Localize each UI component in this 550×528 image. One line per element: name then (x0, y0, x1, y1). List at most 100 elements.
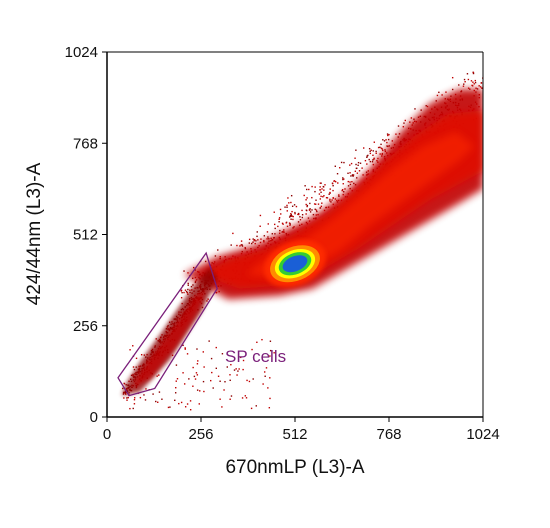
event-dot (236, 244, 238, 247)
event-dot (246, 379, 248, 382)
event-dot (334, 165, 337, 167)
event-dot (189, 400, 192, 402)
event-dot (212, 387, 214, 389)
event-dot (195, 372, 198, 374)
event-dot (404, 119, 407, 122)
event-dot (319, 207, 321, 209)
event-dot (463, 78, 466, 81)
event-dot (261, 338, 263, 341)
event-dot (333, 180, 336, 182)
event-dot (351, 181, 353, 183)
event-dot (291, 210, 293, 213)
event-dot (250, 242, 253, 245)
event-dot (356, 172, 359, 174)
event-dot (240, 244, 242, 246)
event-dot (312, 213, 315, 216)
event-dot (321, 188, 323, 190)
event-dot (436, 94, 439, 97)
event-dot (242, 359, 245, 362)
event-dot (192, 366, 194, 369)
event-dot (152, 393, 154, 395)
event-dot (194, 281, 197, 284)
event-dot (372, 154, 374, 156)
event-dot (323, 195, 325, 197)
event-dot (314, 190, 316, 193)
event-dot (319, 186, 321, 188)
event-dot (462, 85, 465, 87)
event-dot (248, 242, 251, 244)
sp-cells-gate[interactable] (117, 251, 218, 397)
event-dot (311, 209, 313, 211)
event-dot (339, 167, 341, 169)
event-dot (157, 401, 159, 403)
event-dot (133, 403, 136, 405)
event-dot (251, 348, 253, 351)
event-dot (229, 398, 231, 400)
event-dot (344, 188, 346, 190)
event-dot (476, 88, 479, 90)
event-dot (349, 183, 352, 186)
event-dot (342, 193, 344, 196)
event-dot (254, 242, 256, 245)
event-dot (414, 108, 416, 110)
event-dot (217, 375, 220, 377)
event-dot (196, 363, 199, 365)
event-dot (357, 164, 359, 166)
event-dot (474, 81, 477, 84)
event-dot (263, 371, 266, 373)
event-dot (320, 182, 322, 184)
event-dot (180, 297, 183, 299)
event-dot (353, 182, 355, 185)
event-dot (369, 150, 371, 153)
event-dot (199, 390, 201, 392)
event-dot (350, 162, 353, 165)
event-dot (463, 83, 465, 85)
event-dot (210, 379, 212, 382)
event-dot (338, 195, 340, 198)
event-dot (241, 397, 244, 399)
event-dot (291, 205, 294, 207)
event-dot (294, 211, 296, 214)
event-dot (305, 188, 308, 191)
event-dot (156, 375, 158, 377)
event-dot (315, 209, 318, 211)
event-dot (379, 146, 381, 149)
event-dot (369, 152, 372, 155)
event-dot (387, 145, 389, 148)
event-dot (359, 162, 362, 164)
event-dot (181, 291, 183, 294)
event-dot (185, 290, 188, 293)
event-dot (184, 289, 187, 291)
event-dot (265, 367, 268, 369)
event-dot (481, 87, 483, 89)
event-dot (183, 383, 186, 385)
event-dot (472, 72, 475, 75)
event-dot (217, 249, 219, 251)
event-dot (367, 154, 369, 157)
event-dot (311, 185, 313, 188)
event-dot (155, 338, 157, 340)
event-dot (290, 213, 292, 215)
event-dot (386, 141, 388, 144)
event-dot (329, 188, 331, 190)
event-dot (388, 133, 390, 136)
event-dot (219, 380, 221, 382)
event-dot (322, 185, 325, 188)
event-dot (123, 397, 125, 399)
event-dot (230, 363, 232, 366)
event-dot (256, 235, 258, 238)
event-dot (352, 174, 355, 176)
event-dot (260, 238, 262, 240)
event-dot (349, 181, 351, 183)
event-dot (303, 194, 305, 197)
event-dot (126, 397, 128, 399)
event-dot (253, 239, 255, 242)
event-dot (215, 367, 217, 370)
event-dot (144, 399, 147, 401)
event-dot (255, 405, 257, 407)
event-dot (241, 244, 243, 246)
ticks: 0 256 512 768 1024 0 256 512 768 1024 (65, 44, 500, 443)
event-dot (274, 233, 276, 235)
event-dot (279, 208, 282, 211)
event-dot (286, 204, 288, 207)
